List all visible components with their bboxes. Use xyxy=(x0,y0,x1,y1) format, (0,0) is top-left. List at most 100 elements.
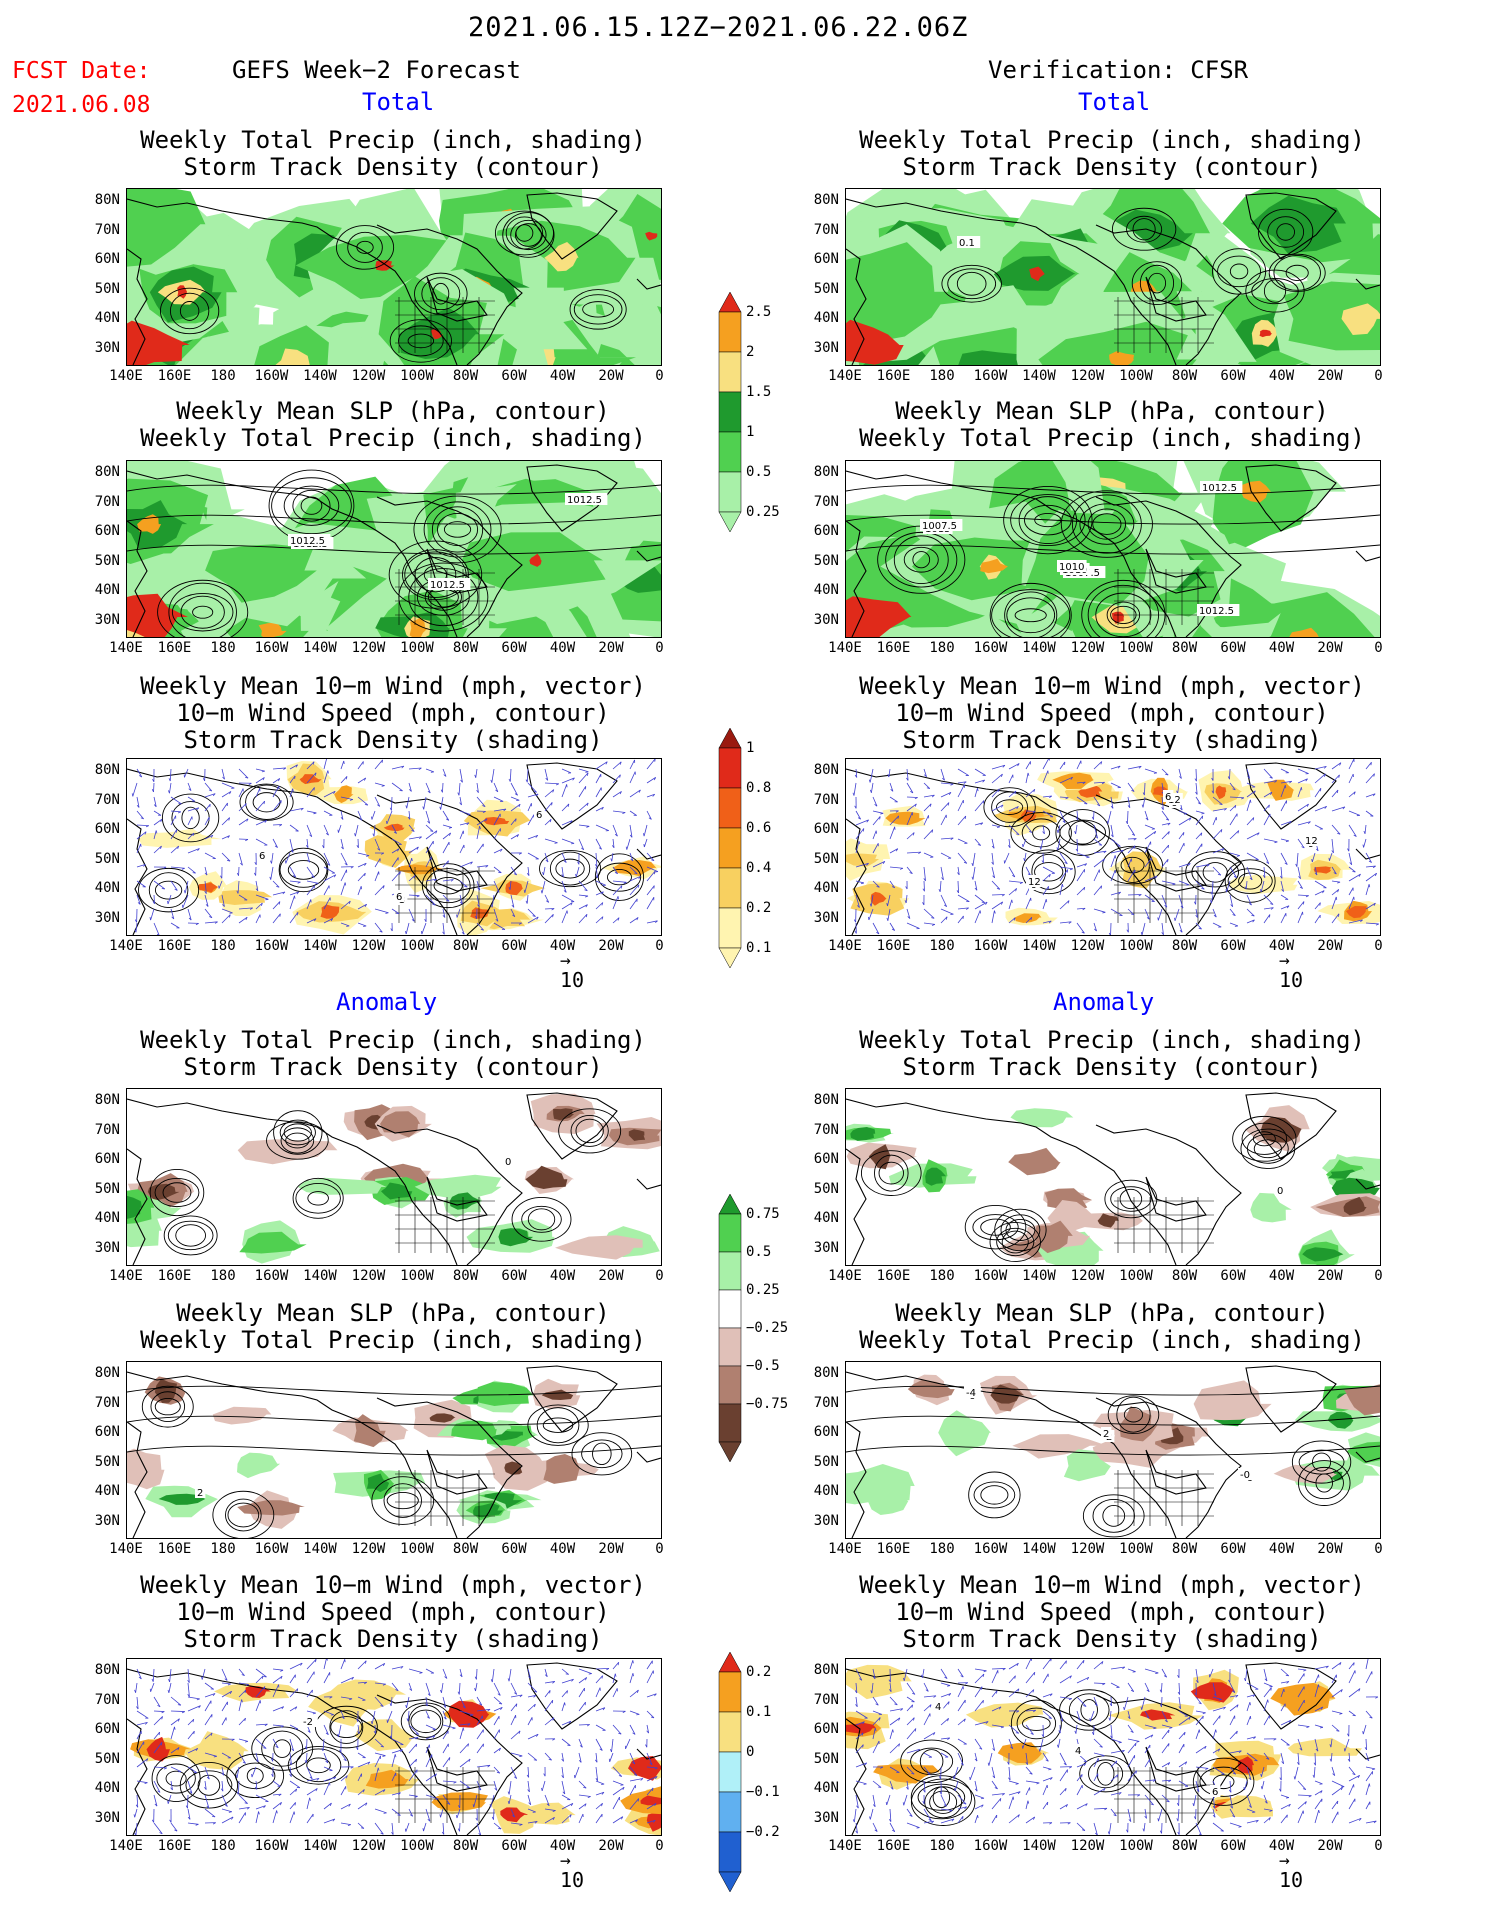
lon-tick-label: 160E xyxy=(871,368,917,384)
right-anomaly-label: Anomaly xyxy=(1053,988,1154,1016)
lon-tick-label: 160W xyxy=(968,368,1014,384)
map-panel-R4: 0 xyxy=(845,1088,1381,1266)
lon-tick-label: 140E xyxy=(822,1541,868,1557)
lon-tick-label: 160W xyxy=(968,1541,1014,1557)
map-canvas xyxy=(127,189,661,365)
panel-title-line: Weekly Total Precip (inch, shading) xyxy=(805,1027,1419,1054)
map-canvas: 62-6-42-0 xyxy=(846,1362,1380,1538)
lon-tick-label: 160E xyxy=(871,1838,917,1854)
colorbar-label: 0.1 xyxy=(746,1704,771,1720)
anomaly-shade xyxy=(525,1166,567,1189)
contour-label: 6 xyxy=(1165,792,1171,803)
colorbar-anom_precip xyxy=(718,1194,742,1500)
contour-label: 12 xyxy=(1028,877,1041,888)
panel-title-line: Storm Track Density (shading) xyxy=(805,1626,1419,1653)
lon-tick-label: 160W xyxy=(249,368,295,384)
lon-tick-label: 180 xyxy=(200,368,246,384)
lon-tick-label: 100W xyxy=(394,640,440,656)
lon-tick-label: 80W xyxy=(1162,368,1208,384)
lon-tick-label: 80W xyxy=(443,1541,489,1557)
lon-tick-label: 180 xyxy=(200,1268,246,1284)
panel-title-line: 10−m Wind Speed (mph, contour) xyxy=(86,1599,700,1626)
storm-shade xyxy=(966,1703,1043,1728)
lat-tick-label: 30N xyxy=(78,612,120,628)
lon-tick-label: 60W xyxy=(491,640,537,656)
lon-tick-label: 140E xyxy=(822,938,868,954)
lon-tick-label: 140W xyxy=(297,368,343,384)
anomaly-shade xyxy=(1250,1193,1292,1223)
lon-tick-label: 60W xyxy=(1210,1541,1256,1557)
contour-label: -2 xyxy=(303,1717,313,1728)
lon-tick-label: 100W xyxy=(1113,1541,1159,1557)
contour-label: 1012.5 xyxy=(1199,606,1234,617)
lon-tick-label: 140W xyxy=(297,938,343,954)
vector-reference-value: 10 xyxy=(1279,1868,1303,1892)
anomaly-shade xyxy=(451,1421,497,1441)
map-panel-L4: 0 xyxy=(126,1088,662,1266)
panel-title-line: Storm Track Density (contour) xyxy=(86,154,700,181)
lon-tick-label: 60W xyxy=(491,938,537,954)
lon-tick-label: 0 xyxy=(637,938,683,954)
lon-tick-label: 120W xyxy=(1065,1541,1111,1557)
contour-label: -4 xyxy=(966,1388,976,1399)
contour-label: 0.1 xyxy=(959,238,975,249)
lon-tick-label: 20W xyxy=(1307,938,1353,954)
panel-title-R3: Weekly Mean 10−m Wind (mph, vector)10−m … xyxy=(805,673,1419,754)
lat-tick-label: 50N xyxy=(78,553,120,569)
lon-tick-label: 80W xyxy=(443,938,489,954)
lon-tick-label: 160E xyxy=(871,640,917,656)
map-panel-R3: 6991212126 xyxy=(845,758,1381,936)
panel-title-R2: Weekly Mean SLP (hPa, contour)Weekly Tot… xyxy=(805,398,1419,452)
colorbar-label: 0.5 xyxy=(746,464,771,480)
lon-tick-label: 180 xyxy=(200,640,246,656)
lon-tick-label: 140W xyxy=(1016,1541,1062,1557)
lon-tick-label: 160E xyxy=(152,1838,198,1854)
lon-tick-label: 40W xyxy=(1259,368,1305,384)
lon-tick-label: 80W xyxy=(1162,640,1208,656)
map-panel-R5: 62-6-42-0 xyxy=(845,1361,1381,1539)
vector-reference: →10 xyxy=(560,954,584,992)
lat-tick-label: 70N xyxy=(797,792,839,808)
lon-tick-label: 60W xyxy=(491,1268,537,1284)
colorbar-label: 0.2 xyxy=(746,1664,771,1680)
lat-tick-label: 50N xyxy=(797,1751,839,1767)
panel-title-line: Weekly Mean 10−m Wind (mph, vector) xyxy=(86,673,700,700)
lon-tick-label: 140E xyxy=(822,368,868,384)
colorbar-total_precip xyxy=(718,292,742,572)
panel-title-line: Weekly Mean SLP (hPa, contour) xyxy=(86,1300,700,1327)
lon-tick-label: 0 xyxy=(1356,1268,1402,1284)
lat-tick-label: 50N xyxy=(78,851,120,867)
period-title: 2021.06.15.12Z−2021.06.22.06Z xyxy=(468,12,968,43)
vector-arrow-icon: → xyxy=(560,1854,584,1868)
lat-tick-label: 40N xyxy=(78,310,120,326)
panel-title-line: Storm Track Density (contour) xyxy=(805,154,1419,181)
lon-tick-label: 140E xyxy=(103,368,149,384)
lon-tick-label: 160E xyxy=(871,1268,917,1284)
contour-label: 6 xyxy=(1212,1787,1218,1798)
panel-title-line: Weekly Total Precip (inch, shading) xyxy=(86,1027,700,1054)
vector-arrow-icon: → xyxy=(560,954,584,968)
lat-tick-label: 70N xyxy=(797,222,839,238)
left-total-label: Total xyxy=(362,88,434,116)
lon-tick-label: 140W xyxy=(1016,368,1062,384)
lon-tick-label: 120W xyxy=(1065,640,1111,656)
lon-tick-label: 180 xyxy=(200,1838,246,1854)
contour-label: 6 xyxy=(536,810,542,821)
anomaly-shade xyxy=(1011,1108,1074,1127)
vector-reference-value: 10 xyxy=(1279,968,1303,992)
lon-tick-label: 180 xyxy=(919,1268,965,1284)
lon-tick-label: 160E xyxy=(152,1268,198,1284)
lon-tick-label: 140E xyxy=(103,1268,149,1284)
right-total-label: Total xyxy=(1078,88,1150,116)
lon-tick-label: 20W xyxy=(1307,640,1353,656)
panel-title-line: Storm Track Density (contour) xyxy=(805,1054,1419,1081)
lon-tick-label: 20W xyxy=(1307,1268,1353,1284)
map-canvas: 464 xyxy=(846,1659,1380,1835)
lat-tick-label: 80N xyxy=(797,762,839,778)
map-canvas: 0.1 xyxy=(846,189,1380,365)
lat-tick-label: 50N xyxy=(78,1454,120,1470)
lon-tick-label: 0 xyxy=(637,1838,683,1854)
panel-title-L2: Weekly Mean SLP (hPa, contour)Weekly Tot… xyxy=(86,398,700,452)
lat-tick-label: 60N xyxy=(797,1424,839,1440)
colorbar-label: 0.2 xyxy=(746,900,771,916)
